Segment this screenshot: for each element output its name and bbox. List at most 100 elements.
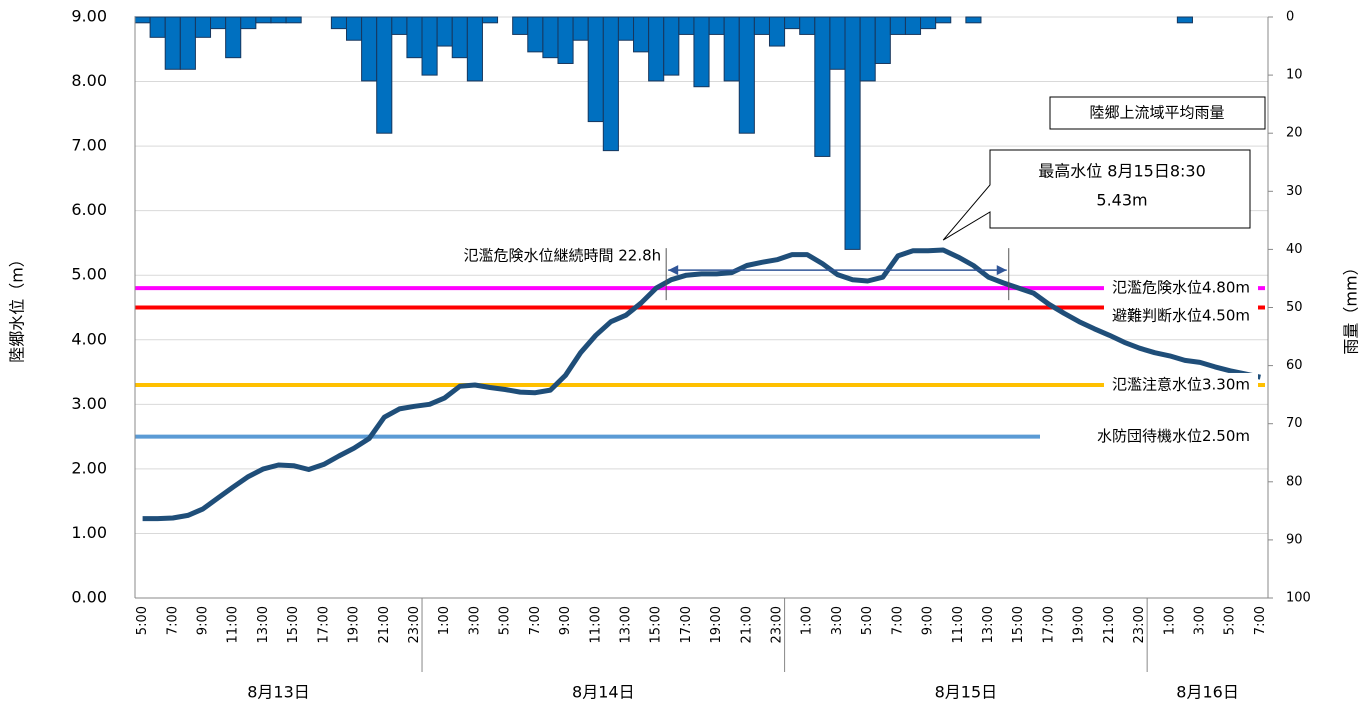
y2-tick-label: 20 xyxy=(1286,126,1303,141)
x-tick-label: 3:00 xyxy=(467,606,482,635)
x-tick-label: 9:00 xyxy=(921,606,936,635)
rain-bar xyxy=(935,16,952,24)
rain-bar xyxy=(134,16,151,24)
y2-tick-label: 50 xyxy=(1286,300,1303,315)
rain-bar xyxy=(814,16,831,157)
y-tick-label: 9.00 xyxy=(71,7,107,26)
rain-bar xyxy=(376,16,393,134)
x-tick-label: 13:00 xyxy=(256,606,271,643)
x-tick-label: 3:00 xyxy=(1193,606,1208,635)
rain-bar xyxy=(738,16,755,134)
rain-bar xyxy=(723,16,740,82)
x-tick-label: 17:00 xyxy=(316,606,331,643)
rain-bar xyxy=(693,16,710,88)
rain-bar xyxy=(345,16,363,41)
x-tick-label: 23:00 xyxy=(407,606,422,643)
x-tick-label: 9:00 xyxy=(195,606,210,635)
rain-bar xyxy=(210,16,227,30)
x-tick-label: 15:00 xyxy=(286,606,301,643)
rain-bar xyxy=(164,16,181,70)
rain-bar xyxy=(179,16,196,70)
rain-bar xyxy=(587,16,604,123)
y-tick-label: 3.00 xyxy=(71,394,107,413)
x-tick-label: 21:00 xyxy=(377,606,392,643)
rain-bar xyxy=(361,16,378,82)
reference-label-text: 氾濫注意水位3.30m xyxy=(1112,375,1250,393)
rain-bar xyxy=(920,16,937,30)
rain-bar xyxy=(270,16,287,24)
rain-bar xyxy=(194,16,212,38)
x-tick-label: 23:00 xyxy=(1132,606,1147,643)
reference-label: 氾濫危険水位4.80m xyxy=(1103,276,1258,301)
x-tick-label: 7:00 xyxy=(1253,606,1268,635)
y-tick-label: 8.00 xyxy=(71,71,107,90)
legend-label: 陸郷上流域平均雨量 xyxy=(1089,104,1224,122)
reference-label: 水防団待機水位2.50m xyxy=(1088,424,1258,449)
rain-bar xyxy=(768,16,786,47)
rain-bar xyxy=(874,16,891,64)
water-level-line xyxy=(142,247,1261,522)
rain-bar xyxy=(602,16,619,152)
y2-tick-label: 90 xyxy=(1286,532,1303,547)
x-tick-label: 15:00 xyxy=(649,606,664,643)
y-tick-label: 7.00 xyxy=(71,136,107,155)
y-tick-label: 0.00 xyxy=(71,588,107,607)
x-tick-label: 5:00 xyxy=(135,606,150,635)
rain-bar xyxy=(1176,16,1193,24)
rain-bar xyxy=(542,16,559,59)
callout xyxy=(942,149,1251,241)
rain-bar xyxy=(391,16,408,35)
y2-tick-label: 10 xyxy=(1286,68,1303,83)
y-tick-label: 5.00 xyxy=(71,265,107,284)
reference-label-bg xyxy=(1103,276,1258,301)
rain-bar xyxy=(512,16,529,35)
rain-bar xyxy=(481,16,499,24)
date-label: 8月14日 xyxy=(572,683,635,702)
date-label: 8月15日 xyxy=(935,683,998,702)
rain-bar xyxy=(708,16,725,35)
arrow-head xyxy=(996,265,1007,276)
rain-bar xyxy=(904,16,922,35)
x-tick-label: 7:00 xyxy=(165,606,180,635)
y2-tick-label: 100 xyxy=(1286,591,1311,606)
rain-bar xyxy=(753,16,770,35)
y2-tick-label: 70 xyxy=(1286,416,1303,431)
x-tick-label: 19:00 xyxy=(709,606,724,643)
y-tick-label: 6.00 xyxy=(71,200,107,219)
x-tick-label: 7:00 xyxy=(890,606,905,635)
y-tick-label: 1.00 xyxy=(71,523,107,542)
arrow-head xyxy=(668,265,679,276)
x-tick-label: 11:00 xyxy=(226,606,241,643)
rain-bar xyxy=(633,16,650,53)
x-tick-label: 13:00 xyxy=(981,606,996,643)
legend-box xyxy=(1049,96,1266,130)
rain-bar xyxy=(617,16,635,41)
x-tick-label: 17:00 xyxy=(679,606,694,643)
x-tick-label: 1:00 xyxy=(1162,606,1177,635)
rain-bar xyxy=(663,16,680,76)
rain-bar xyxy=(859,16,876,82)
rain-bar xyxy=(466,16,483,82)
x-tick-label: 15:00 xyxy=(1011,606,1026,643)
y-tick-label: 4.00 xyxy=(71,329,107,348)
y2-tick-label: 0 xyxy=(1286,10,1294,25)
y2-tick-label: 30 xyxy=(1286,184,1303,199)
rain-bar xyxy=(678,16,695,35)
rain-bar xyxy=(829,16,846,70)
reference-label-text: 水防団待機水位2.50m xyxy=(1097,427,1250,445)
rain-bar xyxy=(406,16,423,59)
rain-bar xyxy=(436,16,453,47)
x-tick-label: 3:00 xyxy=(830,606,845,635)
rain-bar xyxy=(527,16,544,53)
x-tick-label: 9:00 xyxy=(558,606,573,635)
x-tick-label: 1:00 xyxy=(800,606,815,635)
x-tick-label: 19:00 xyxy=(347,606,362,643)
x-tick-label: 11:00 xyxy=(951,606,966,643)
rain-bar xyxy=(572,16,589,41)
rain-bar xyxy=(255,16,272,24)
reference-label: 氾濫注意水位3.30m xyxy=(1103,372,1258,397)
rain-bar xyxy=(648,16,665,82)
rain-bar xyxy=(285,16,302,24)
y-tick-label: 2.00 xyxy=(71,458,107,477)
